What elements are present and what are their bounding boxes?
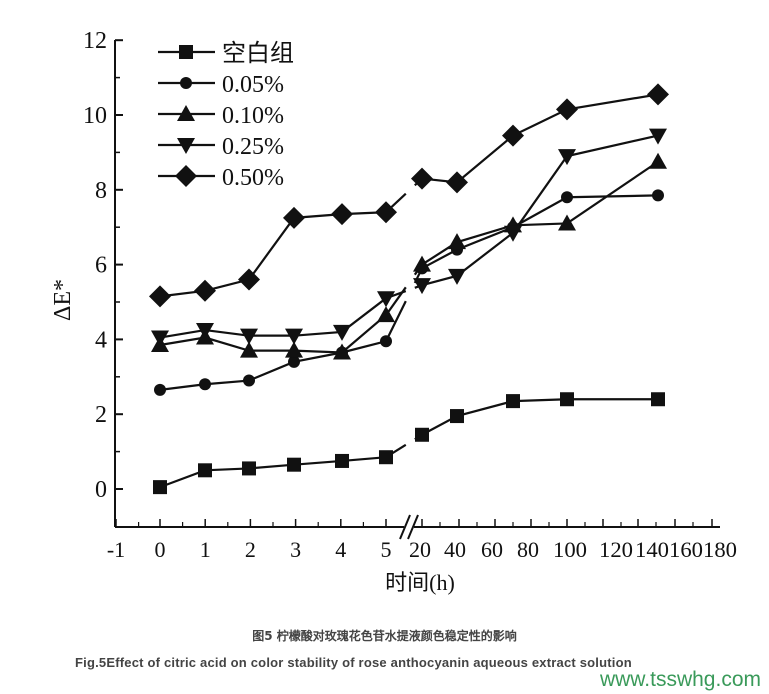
series-空白组 [153,392,665,495]
x-tick-label: 40 [444,537,466,562]
x-tick-label: 2 [245,537,256,562]
series-0.10% [151,152,667,360]
legend-item: 0.50% [158,165,284,191]
x-tick-label: 120 [599,537,633,562]
legend-label: 0.05% [222,72,284,98]
legend-item: 0.05% [158,72,284,98]
legend: 空白组 0.05% 0.10% 0.25% 0.50% [158,40,294,191]
watermark: www.tsswhg.com [599,668,761,691]
legend-item: 0.25% [158,134,284,160]
x-tick-label: 20 [409,537,431,562]
x-tick-label: 140 [635,537,669,562]
y-tick-label: 0 [95,477,107,503]
x-tick-label: -1 [107,537,125,562]
y-tick-label: 6 [95,253,107,279]
x-tick-label: 5 [381,537,392,562]
x-tick-label: 160 [669,537,703,562]
x-tick-label: 0 [155,537,166,562]
series-0.05% [154,189,664,396]
series-0.50% [149,83,669,308]
caption-chinese: 图5 柠檬酸对玫瑰花色苷水提液颜色稳定性的影响 [252,629,517,643]
legend-label: 0.50% [222,165,284,191]
legend-label: 0.10% [222,103,284,129]
data-series [149,83,669,495]
x-tick-label: 100 [553,537,587,562]
series-0.25% [151,128,667,347]
x-tick-label: 3 [290,537,301,562]
legend-item: 0.10% [158,103,284,129]
x-tick-label: 80 [517,537,539,562]
y-tick-label: 8 [95,178,107,204]
legend-item: 空白组 [158,40,294,67]
legend-label: 0.25% [222,134,284,160]
x-tick-label: 60 [481,537,503,562]
x-axis-label: 时间(h) [385,570,455,595]
y-tick-label: 4 [95,327,107,353]
y-axis-label: ΔE* [50,279,76,321]
caption-english: Fig.5Effect of citric acid on color stab… [75,655,632,670]
y-tick-label: 10 [83,103,107,129]
y-tick-label: 2 [95,402,107,428]
y-tick-label: 12 [83,28,107,54]
x-tick-label: 1 [200,537,211,562]
legend-label: 空白组 [222,40,294,67]
x-tick-label: 180 [703,537,737,562]
x-tick-label: 4 [335,537,346,562]
